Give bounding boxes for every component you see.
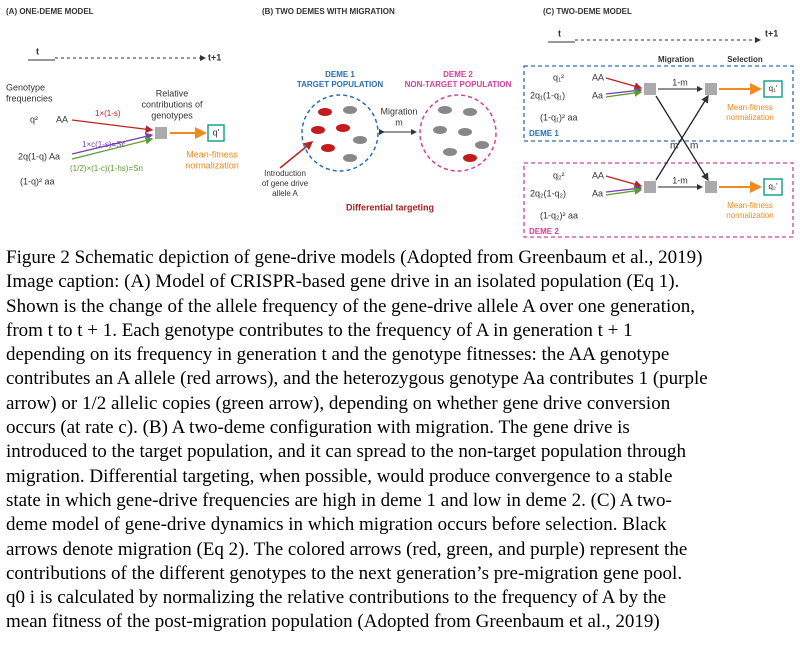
label: 1-m bbox=[672, 77, 688, 87]
arrow bbox=[279, 141, 314, 169]
deme bbox=[301, 94, 379, 172]
caption-line: deme model of gene-drive dynamics in whi… bbox=[6, 514, 667, 536]
time-label: t bbox=[36, 46, 39, 56]
label: Genotype bbox=[6, 82, 45, 92]
deme-row: q₁² AA 2q₁(1-q₁) Aa (1-q₁)² aa 1-m q₁' Mean-fit… bbox=[529, 72, 783, 138]
label: allele A bbox=[272, 189, 298, 198]
arrow bbox=[71, 119, 154, 134]
label: Mean-fitness bbox=[727, 103, 773, 112]
caption-line: Image caption: (A) Model of CRISPR-based… bbox=[6, 271, 680, 293]
caption-line: occurs (at rate c). (B) A two-deme confi… bbox=[6, 417, 630, 439]
result-box bbox=[763, 178, 783, 196]
label: Migration bbox=[658, 55, 694, 64]
deme-label: DEME 2 bbox=[529, 227, 559, 236]
arrow-label: 1×c(1-s)=Sc bbox=[82, 140, 126, 149]
pool bbox=[705, 181, 717, 193]
caption-line: contributes an A allele (red arrows), an… bbox=[6, 368, 708, 390]
label: Mean-fitness bbox=[727, 201, 773, 210]
deme-box bbox=[523, 65, 794, 142]
result-box bbox=[763, 80, 783, 98]
genotype: 2q₂(1-q₂) bbox=[530, 188, 566, 198]
result-box bbox=[207, 124, 225, 142]
caption-line: depending on its frequency in generation… bbox=[6, 344, 670, 366]
label: m bbox=[395, 117, 403, 127]
genotype: AA bbox=[592, 72, 604, 82]
label: Differential targeting bbox=[346, 202, 434, 212]
time-label: t+1 bbox=[208, 52, 221, 62]
caption-line: arrow) or 1/2 allelic copies (green arro… bbox=[6, 392, 671, 414]
deme-label: NON-TARGET POPULATION bbox=[405, 80, 512, 89]
label: m bbox=[690, 141, 698, 152]
label: Introduction bbox=[264, 169, 306, 178]
caption: Figure 2 Schematic depiction of gene-dri… bbox=[6, 246, 796, 635]
caption-line: migration. Differential targeting, when … bbox=[6, 465, 673, 487]
result: q₁' bbox=[769, 84, 778, 93]
migration-arrow bbox=[655, 94, 709, 181]
panel-title: (A) ONE-DEME MODEL bbox=[6, 7, 94, 16]
caption-line: Shown is the change of the allele freque… bbox=[6, 295, 696, 317]
label: m bbox=[670, 141, 678, 152]
genotype: Aa bbox=[592, 90, 603, 100]
label: frequencies bbox=[6, 93, 53, 103]
deme-label: DEME 2 bbox=[443, 70, 473, 79]
arrow-label: (1/2)×(1-c)(1-hs)=Sn bbox=[70, 164, 143, 173]
caption-line: mean fitness of the post-migration popul… bbox=[6, 611, 660, 633]
arrow bbox=[71, 132, 154, 155]
genotype: 2q(1-q) Aa bbox=[18, 151, 60, 161]
label: Mean-fitness bbox=[186, 149, 238, 159]
genotype: Aa bbox=[592, 188, 603, 198]
deme-label: TARGET POPULATION bbox=[297, 80, 384, 89]
deme-box bbox=[523, 162, 794, 238]
deme-row: q₂² AA 2q₂(1-q₂) Aa (1-q₂)² aa 1-m q₂' Mean-fit… bbox=[529, 170, 783, 236]
arrow bbox=[605, 175, 643, 188]
caption-line: q0 i is calculated by normalizing the re… bbox=[6, 587, 667, 609]
pool bbox=[644, 83, 656, 95]
label: Migration bbox=[380, 106, 417, 116]
time-label: t bbox=[558, 28, 561, 38]
genotype: q₁² bbox=[553, 72, 564, 82]
label: of gene drive bbox=[262, 179, 309, 188]
panel-title: (B) TWO DEMES WITH MIGRATION bbox=[262, 7, 395, 16]
arrow bbox=[605, 77, 643, 90]
label: genotypes bbox=[151, 110, 193, 120]
pool bbox=[155, 127, 167, 139]
label: Selection bbox=[727, 55, 763, 64]
genotype: AA bbox=[592, 170, 604, 180]
caption-line: introduced to the target population, and… bbox=[6, 441, 686, 463]
caption-line: from t to t + 1. Each genotype contribut… bbox=[6, 319, 633, 341]
deme-label: DEME 1 bbox=[529, 129, 559, 138]
arrow bbox=[71, 136, 154, 160]
label: Relative bbox=[156, 88, 189, 98]
result: q' bbox=[213, 127, 220, 137]
figure: (A) ONE-DEME MODEL t t+1 Genotype freque… bbox=[6, 7, 794, 238]
genotype: (1-q₂)² aa bbox=[540, 210, 578, 220]
arrow bbox=[605, 187, 643, 196]
arrow-label: 1×(1-s) bbox=[95, 109, 121, 118]
panel-title: (C) TWO-DEME MODEL bbox=[543, 7, 632, 16]
caption-line: arrows denote migration (Eq 2). The colo… bbox=[6, 538, 688, 560]
result: q₂' bbox=[768, 182, 778, 191]
deme bbox=[419, 94, 497, 172]
caption-line: state in which gene-drive frequencies ar… bbox=[6, 489, 672, 511]
time-label: t+1 bbox=[765, 28, 778, 38]
pool bbox=[705, 83, 717, 95]
arrow bbox=[605, 89, 643, 98]
mice bbox=[311, 106, 489, 162]
genotype: q₂² bbox=[553, 170, 565, 180]
label: normalization bbox=[726, 113, 774, 122]
label: normalization bbox=[726, 211, 774, 220]
genotype: (1-q)² aa bbox=[20, 176, 55, 186]
genotype: 2q₁(1-q₁) bbox=[530, 90, 565, 100]
genotype: (1-q₁)² aa bbox=[540, 112, 578, 122]
genotype: AA bbox=[56, 114, 68, 124]
genotype: q² bbox=[30, 114, 38, 124]
label: normalization bbox=[185, 160, 239, 170]
pool bbox=[644, 181, 656, 193]
label: contributions of bbox=[141, 99, 203, 109]
label: 1-m bbox=[672, 175, 688, 185]
caption-line: Figure 2 Schematic depiction of gene-dri… bbox=[6, 247, 703, 268]
caption-line: contributions of the different genotypes… bbox=[6, 562, 683, 584]
deme-label: DEME 1 bbox=[325, 70, 355, 79]
